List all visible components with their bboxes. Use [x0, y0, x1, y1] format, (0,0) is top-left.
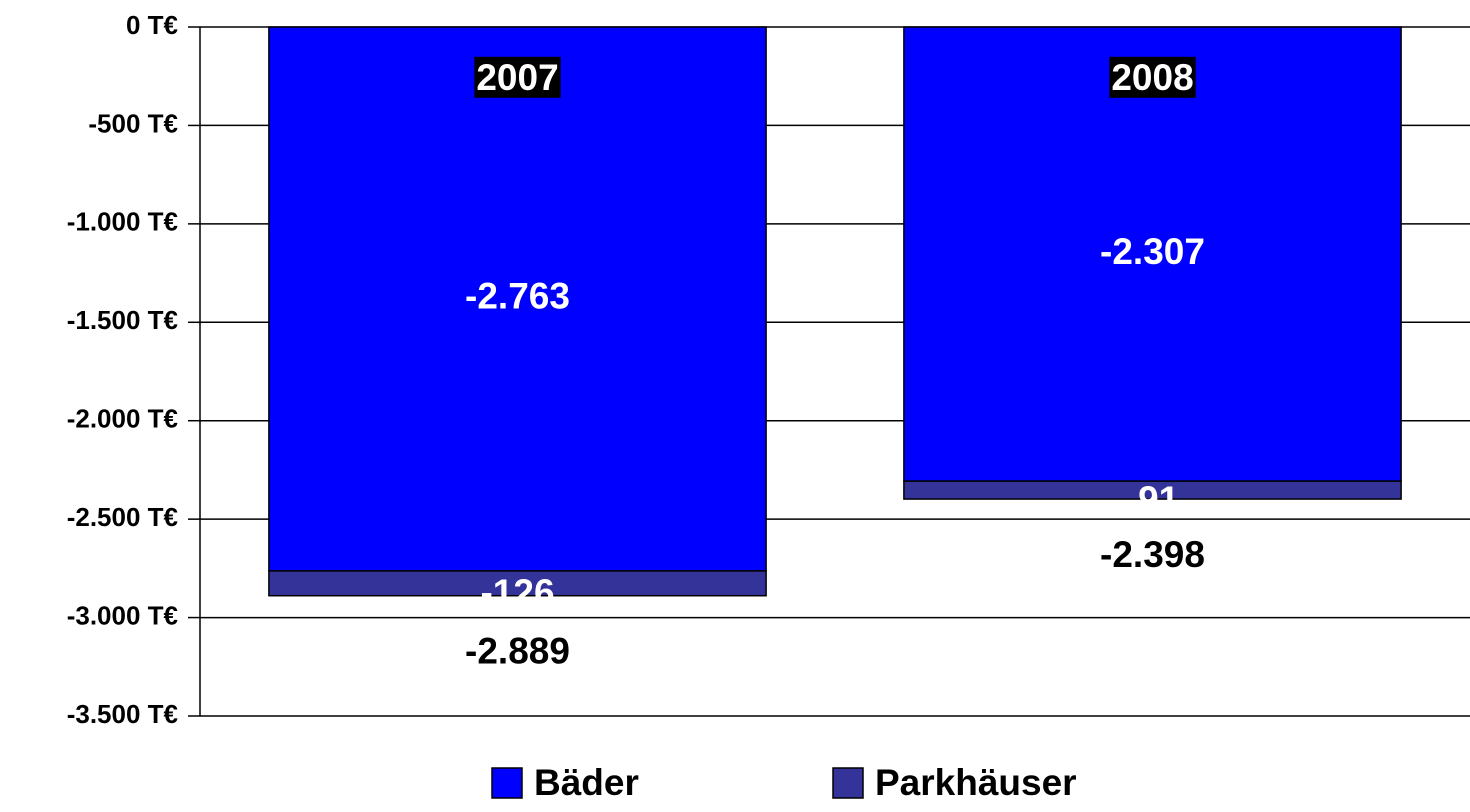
category-label-group: 2007	[474, 56, 561, 98]
y-tick-label: -3.500 T€	[67, 699, 178, 729]
bar-segment	[268, 26, 767, 572]
legend-swatch	[832, 767, 864, 799]
legend-label: Bäder	[534, 762, 639, 803]
bar-segment	[903, 26, 1402, 482]
y-tick-label: -2.000 T€	[67, 404, 178, 434]
category-label-bg	[1109, 56, 1196, 98]
y-tick-label: -1.000 T€	[67, 207, 178, 237]
value-label: -2.307	[1100, 231, 1205, 272]
value-label: -2.763	[465, 276, 570, 317]
y-tick-label: -500 T€	[88, 108, 178, 138]
category-label: 2008	[1111, 57, 1193, 98]
category-label: 2007	[476, 57, 558, 98]
total-label: -2.889	[465, 631, 570, 672]
category-label-bg	[474, 56, 561, 98]
value-label: -126	[480, 572, 554, 613]
value-label: -91	[1126, 479, 1179, 520]
y-tick-label: -1.500 T€	[67, 305, 178, 335]
total-label: -2.398	[1100, 534, 1205, 575]
bar-segment	[903, 480, 1402, 500]
legend-label: Parkhäuser	[875, 762, 1077, 803]
legend-swatch	[491, 767, 523, 799]
y-tick-label: -2.500 T€	[67, 502, 178, 532]
y-tick-label: 0 T€	[126, 10, 178, 40]
bar-segment	[268, 570, 767, 597]
y-tick-label: -3.000 T€	[67, 600, 178, 630]
category-label-group: 2008	[1109, 56, 1196, 98]
